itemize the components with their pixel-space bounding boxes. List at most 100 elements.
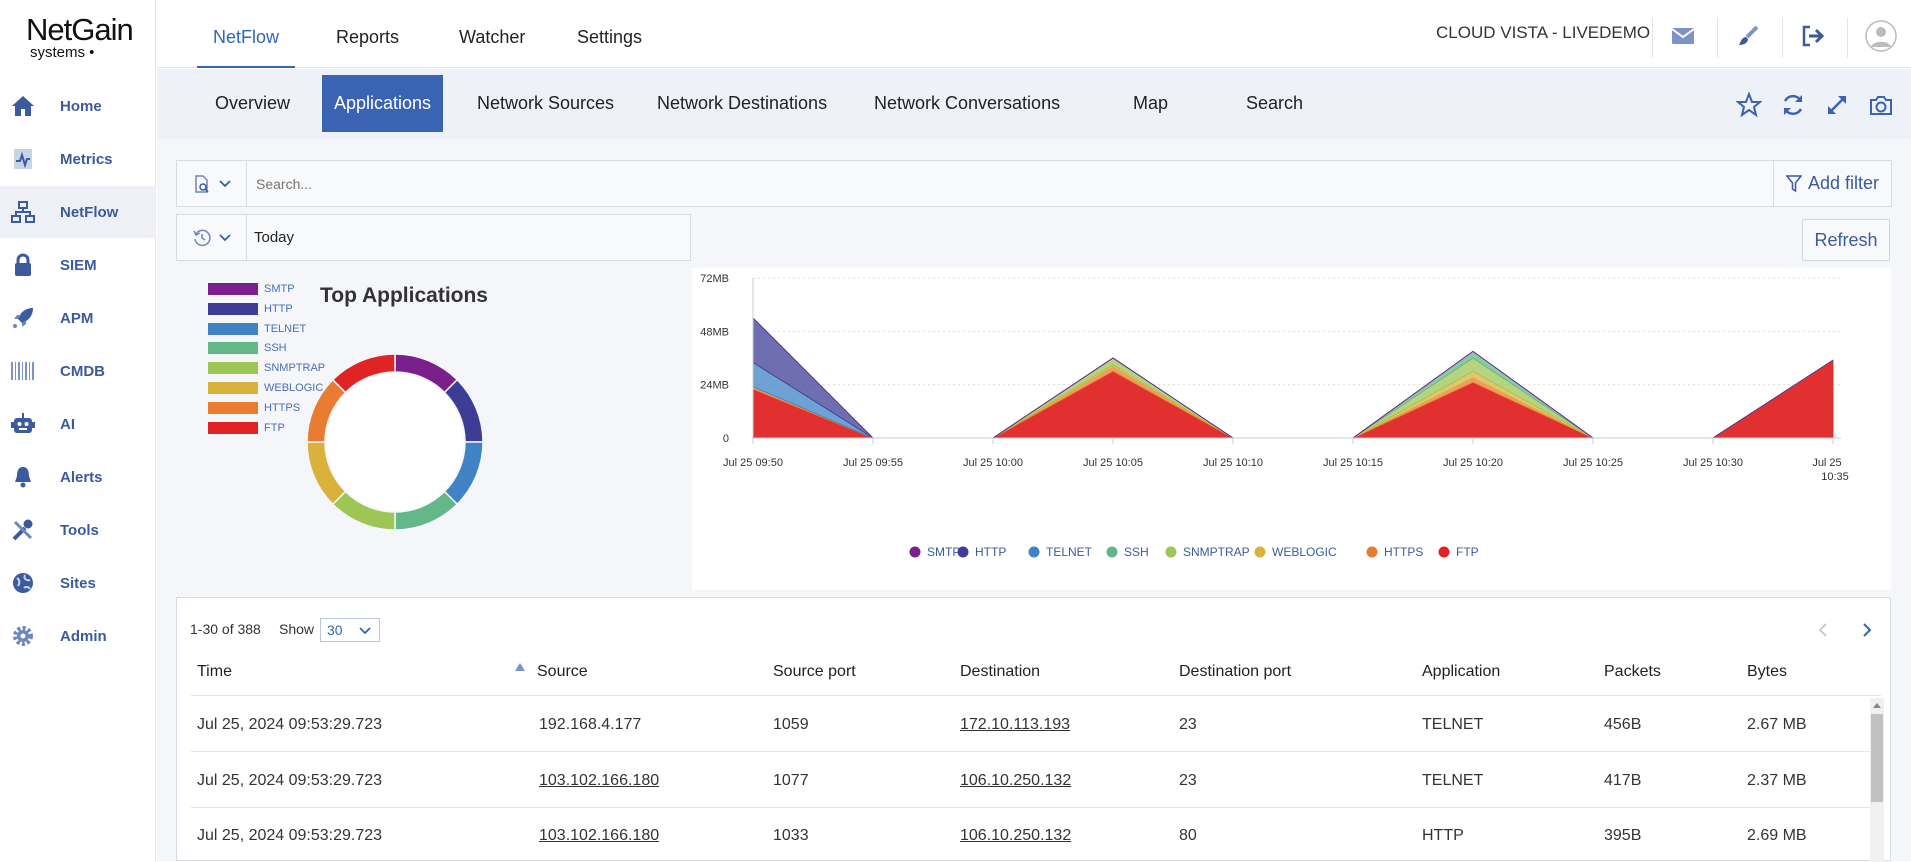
expand-icon[interactable] <box>1821 89 1853 121</box>
column-header-time[interactable]: Time <box>197 663 232 680</box>
chart-legend-item-ftp[interactable]: FTP <box>1438 545 1479 559</box>
filter-icon <box>1785 174 1802 192</box>
sidebar-item-netflow[interactable]: NetFlow <box>0 186 156 238</box>
cell-source-link[interactable]: 103.102.166.180 <box>539 827 660 844</box>
table-scrollbar[interactable] <box>1870 698 1884 862</box>
legend-item-https[interactable]: HTTPS <box>208 401 300 415</box>
sidebar-item-tools[interactable]: Tools <box>0 504 156 556</box>
search-input[interactable] <box>248 161 1548 206</box>
column-header-packets[interactable]: Packets <box>1604 663 1661 680</box>
tab-applications[interactable]: Applications <box>322 75 444 132</box>
tab-map[interactable]: Map <box>1133 93 1169 113</box>
legend-item-weblogic[interactable]: WEBLOGIC <box>208 381 323 395</box>
sidebar-item-siem[interactable]: SIEM <box>0 239 156 291</box>
camera-icon[interactable] <box>1865 89 1897 121</box>
cell-source-link[interactable]: 103.102.166.180 <box>539 772 660 789</box>
metrics-icon <box>10 146 36 172</box>
sidebar-item-apm[interactable]: APM <box>0 292 156 344</box>
donut-slice-ftp[interactable] <box>331 353 396 394</box>
scroll-up-icon[interactable] <box>1870 700 1884 712</box>
chart-legend-item-http[interactable]: HTTP <box>957 545 1007 559</box>
column-header-source-port[interactable]: Source port <box>773 663 856 680</box>
add-filter-button[interactable]: Add filter <box>1773 161 1891 206</box>
column-header-bytes[interactable]: Bytes <box>1747 663 1788 680</box>
scrollbar-thumb[interactable] <box>1871 714 1883 802</box>
chart-legend-item-https[interactable]: HTTPS <box>1366 545 1424 559</box>
x-tick-label: Jul 25 10:10 <box>1203 457 1263 469</box>
refresh-icon[interactable] <box>1777 89 1809 121</box>
lock-icon <box>10 252 36 278</box>
sidebar-item-cmdb[interactable]: CMDB <box>0 345 156 397</box>
mail-icon[interactable] <box>1665 18 1701 54</box>
logout-icon[interactable] <box>1795 18 1831 54</box>
cell-application: HTTP <box>1422 827 1464 844</box>
star-icon[interactable] <box>1733 89 1765 121</box>
divider <box>191 751 1881 752</box>
refresh-button[interactable]: Refresh <box>1802 219 1890 261</box>
column-header-destination-port[interactable]: Destination port <box>1179 663 1292 680</box>
tab-network-destinations[interactable]: Network Destinations <box>657 93 828 113</box>
brush-icon[interactable] <box>1730 18 1766 54</box>
tab-search[interactable]: Search <box>1246 93 1304 113</box>
column-header-application[interactable]: Application <box>1422 663 1501 680</box>
tab-settings[interactable]: Settings <box>577 27 643 47</box>
sidebar-item-alerts[interactable]: Alerts <box>0 451 156 503</box>
next-page-button[interactable] <box>1855 618 1879 642</box>
cell-destination-link[interactable]: 106.10.250.132 <box>960 772 1072 789</box>
column-header-source[interactable]: Source <box>537 663 588 680</box>
sidebar-item-metrics[interactable]: Metrics <box>0 133 156 185</box>
legend-swatch <box>208 302 258 315</box>
chart-legend-item-ssh[interactable]: SSH <box>1106 545 1149 559</box>
user-avatar-icon[interactable] <box>1863 18 1899 54</box>
cell-destination-link[interactable]: 172.10.113.193 <box>960 716 1071 733</box>
chart-legend-item-smtp[interactable]: SMTP <box>909 545 961 559</box>
area-series-ftp[interactable] <box>752 359 1834 439</box>
tab-network-sources[interactable]: Network Sources <box>477 93 615 113</box>
chart-legend-item-snmptrap[interactable]: SNMPTRAP <box>1165 545 1250 559</box>
tab-network-conversations[interactable]: Network Conversations <box>874 93 1061 113</box>
tab-reports[interactable]: Reports <box>336 27 400 47</box>
chart-legend-item-weblogic[interactable]: WEBLOGIC <box>1254 545 1338 559</box>
sidebar-item-home[interactable]: Home <box>0 80 156 132</box>
sidebar-item-sites[interactable]: Sites <box>0 557 156 609</box>
sort-ascending-icon[interactable] <box>515 663 525 671</box>
area-series-telnet[interactable] <box>752 350 1834 439</box>
page-size-value: 30 <box>327 622 343 638</box>
tab-netflow[interactable]: NetFlow <box>197 0 296 68</box>
area-series-http[interactable] <box>752 317 1834 439</box>
page-size-select[interactable]: 30 <box>320 618 380 642</box>
date-range-dropdown[interactable] <box>177 215 247 260</box>
date-range-value[interactable]: Today <box>254 229 295 246</box>
search-type-dropdown[interactable] <box>177 161 247 206</box>
sidebar-item-admin[interactable]: Admin <box>0 610 156 662</box>
legend-dot <box>957 546 969 558</box>
legend-item-telnet[interactable]: TELNET <box>208 322 306 336</box>
legend-item-snmptrap[interactable]: SNMPTRAP <box>208 361 325 375</box>
divider <box>1782 18 1783 58</box>
area-series-ssh[interactable] <box>752 350 1834 439</box>
chart-legend-item-telnet[interactable]: TELNET <box>1028 545 1093 559</box>
legend-label: SNMPTRAP <box>264 362 326 375</box>
area-chart: 0 24MB 48MB 72MB Jul 25 09:50 Jul 25 09:55 Jul… <box>700 273 1849 559</box>
divider <box>191 807 1881 808</box>
column-header-destination[interactable]: Destination <box>960 663 1041 680</box>
netgain-logo[interactable]: NetGain systems • <box>26 12 136 68</box>
sidebar-item-ai[interactable]: AI <box>0 398 156 450</box>
cell-destination-link[interactable]: 106.10.250.132 <box>960 827 1072 844</box>
x-tick-label: Jul 25 10:30 <box>1683 457 1743 469</box>
flows-table: 1-30 of 388 Show 30 Time Source Source p… <box>176 597 1891 862</box>
legend-item-ssh[interactable]: SSH <box>208 341 287 355</box>
tab-overview[interactable]: Overview <box>215 93 291 113</box>
legend-item-smtp[interactable]: SMTP <box>208 282 295 296</box>
legend-item-http[interactable]: HTTP <box>208 302 293 316</box>
area-series-snmptrap[interactable] <box>752 357 1834 439</box>
prev-page-button[interactable] <box>1811 618 1835 642</box>
area-series-weblogic[interactable] <box>752 359 1834 439</box>
legend-item-ftp[interactable]: FTP <box>208 421 285 435</box>
area-series-smtp[interactable] <box>752 317 1834 439</box>
legend-label: TELNET <box>264 322 307 335</box>
x-tick-label: Jul 25 10:05 <box>1083 457 1143 469</box>
area-series-https[interactable] <box>752 359 1834 439</box>
tab-watcher[interactable]: Watcher <box>459 27 526 47</box>
y-tick-label: 72MB <box>700 273 729 285</box>
